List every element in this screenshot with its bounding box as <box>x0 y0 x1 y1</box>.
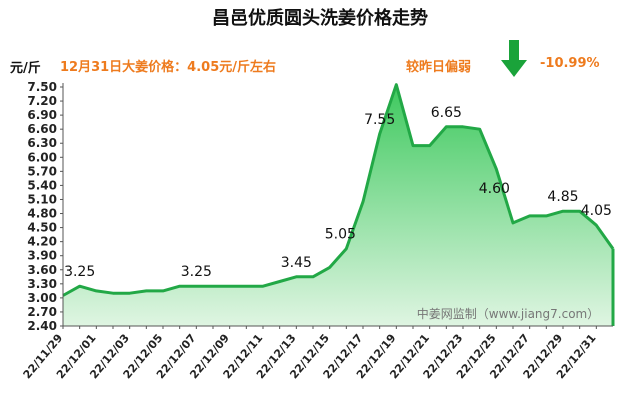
data-label: 4.60 <box>479 181 510 197</box>
data-label: 3.25 <box>64 264 95 280</box>
y-tick-label: 6.60 <box>27 122 57 136</box>
data-label: 4.05 <box>581 203 612 219</box>
data-label: 3.25 <box>181 264 212 280</box>
chart-title: 昌邑优质圆头洗姜价格走势 <box>212 8 428 29</box>
data-label: 6.65 <box>431 105 462 121</box>
data-label: 4.85 <box>547 189 578 205</box>
area-fill <box>63 84 613 326</box>
y-tick-label: 5.70 <box>27 164 57 178</box>
y-tick-label: 4.50 <box>27 221 57 235</box>
y-axis-unit: 元/斤 <box>10 61 41 76</box>
y-tick-label: 4.80 <box>27 207 57 221</box>
y-tick-label: 6.30 <box>27 136 57 150</box>
y-tick-label: 5.10 <box>27 192 57 206</box>
y-tick-label: 6.90 <box>27 108 57 122</box>
y-tick-label: 3.00 <box>27 291 57 305</box>
y-tick-label: 3.60 <box>27 263 57 277</box>
y-tick-label: 2.40 <box>27 319 57 333</box>
data-label: 3.45 <box>281 255 312 271</box>
series-line <box>62 83 615 297</box>
y-tick-label: 2.70 <box>27 305 57 319</box>
y-tick-label: 3.30 <box>27 277 57 291</box>
y-tick-label: 6.00 <box>27 150 57 164</box>
watermark: 中姜网监制（www.jiang7.com） <box>417 306 599 321</box>
comparison-value: -10.99% <box>540 56 600 71</box>
y-tick-label: 5.40 <box>27 178 57 192</box>
y-tick-label: 7.50 <box>27 80 57 94</box>
y-tick-label: 7.20 <box>27 94 57 108</box>
comparison-label: 较昨日偏弱 <box>406 60 472 75</box>
y-tick-label: 3.90 <box>27 249 57 263</box>
data-label: 7.55 <box>364 112 395 128</box>
data-label: 5.05 <box>325 227 356 243</box>
y-tick-label: 4.20 <box>27 235 57 249</box>
down-arrow-icon <box>501 40 527 77</box>
price-summary: 12月31日大姜价格：4.05元/斤左右 <box>60 60 277 75</box>
